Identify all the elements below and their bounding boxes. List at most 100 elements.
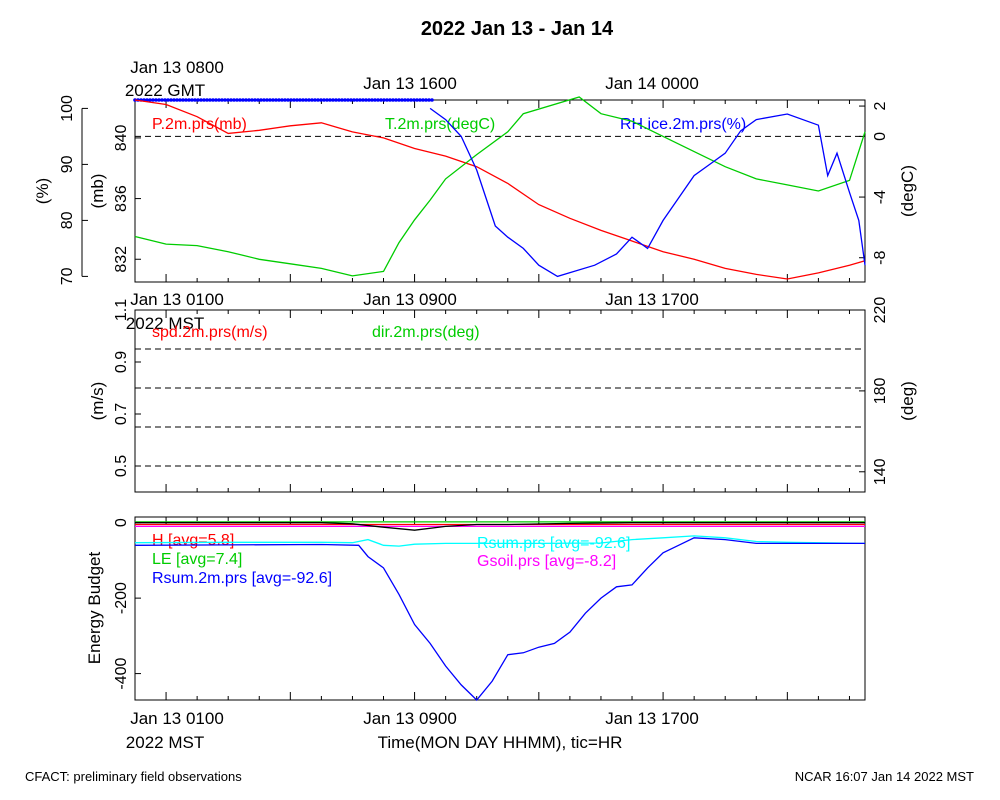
cloud-bar-dot [367, 98, 371, 102]
energy-tick-label: -200 [113, 582, 130, 614]
cloud-bar-dot [403, 98, 407, 102]
cloud-bar-dot [268, 98, 272, 102]
cloud-bar-dot [298, 98, 302, 102]
percent-tick-label: 100 [59, 95, 76, 122]
cloud-bar-dot [295, 98, 299, 102]
cloud-bar-dot [355, 98, 359, 102]
legend-temperature: T.2m.prs(degC) [385, 116, 495, 133]
cloud-bar-dot [412, 98, 416, 102]
top-panel-time-label-2: Jan 13 1700 [605, 290, 699, 309]
cloud-bar-dot [190, 98, 194, 102]
mb-tick-label: 836 [113, 185, 130, 212]
degc-tick-label: 2 [872, 102, 889, 111]
cloud-bar-dot [427, 98, 431, 102]
cloud-bar-dot [262, 98, 266, 102]
cloud-bar-dot [328, 98, 332, 102]
cloud-bar-dot [283, 98, 287, 102]
cloud-bar-dot [202, 98, 206, 102]
cloud-bar-dot [253, 98, 257, 102]
cloud-bar-dot [274, 98, 278, 102]
cloud-bar-dot [409, 98, 413, 102]
cloud-bar-dot [397, 98, 401, 102]
cloud-bar-dot [232, 98, 236, 102]
legend-wind-direction: dir.2m.prs(deg) [372, 324, 480, 341]
percent-tick-label: 90 [59, 155, 76, 173]
top-left-inner-axis-label: (mb) [88, 174, 107, 209]
energy-budget-ylabel: Energy Budget [85, 551, 104, 664]
cloud-bar-dot [313, 98, 317, 102]
cloud-bar-dot [349, 98, 353, 102]
cloud-bar-dot [373, 98, 377, 102]
cloud-bar-dot [205, 98, 209, 102]
legend-gsoil: Gsoil.prs [avg=-8.2] [477, 553, 616, 570]
top-panel-time-label-1: Jan 13 0900 [363, 290, 457, 309]
energy-line-rsum-2m-prs [134, 537, 865, 701]
direction-tick-label: 220 [872, 297, 889, 324]
cloud-bar-dot [247, 98, 251, 102]
cloud-bar-dot [172, 98, 176, 102]
middle-panel-frame [134, 309, 866, 493]
speed-tick-label: 0.7 [113, 403, 130, 425]
top-left-outer-axis-label: (%) [33, 178, 52, 204]
cloud-bar-dot [286, 98, 290, 102]
cloud-bar-dot [376, 98, 380, 102]
cloud-bar-dot [346, 98, 350, 102]
cloud-bar-dot [361, 98, 365, 102]
speed-tick-label: 0.9 [113, 351, 130, 373]
top-time-label-0: Jan 13 0800 [130, 58, 224, 77]
cloud-bar-dot [250, 98, 254, 102]
legend-pressure: P.2m.prs(mb) [152, 116, 247, 133]
chart-title: 2022 Jan 13 - Jan 14 [421, 18, 614, 40]
cloud-bar-dot [238, 98, 242, 102]
legend-wind-speed: spd.2m.prs(m/s) [152, 324, 268, 341]
cloud-bar-dot [169, 98, 173, 102]
cloud-bar-dot [214, 98, 218, 102]
cloud-bar-dot [208, 98, 212, 102]
cloud-bar-dot [244, 98, 248, 102]
cloud-bar-dot [256, 98, 260, 102]
cloud-bar-dot [160, 98, 164, 102]
speed-tick-label: 0.5 [113, 455, 130, 477]
x-axis-label: Time(MON DAY HHMM), tic=HR [378, 733, 623, 752]
cloud-bar-dot [388, 98, 392, 102]
cloud-bar-dot [391, 98, 395, 102]
cloud-bar-dot [277, 98, 281, 102]
bottom-time-label-1: Jan 13 0900 [363, 709, 457, 728]
cloud-bar-dot [196, 98, 200, 102]
percent-tick-label: 80 [59, 211, 76, 229]
top-time-label-2: Jan 14 0000 [605, 74, 699, 93]
cloud-bar-dot [187, 98, 191, 102]
cloud-bar-dot [322, 98, 326, 102]
speed-tick-label: 1.1 [113, 299, 130, 321]
top-right-axis-label: (degC) [898, 165, 917, 217]
cloud-bar-dot [151, 98, 155, 102]
top-panel-mst-label: 2022 MST [126, 314, 204, 333]
cloud-bar-dot [430, 98, 434, 102]
cloud-bar-dot [271, 98, 275, 102]
top-panel-time-label-0: Jan 13 0100 [130, 290, 224, 309]
cloud-bar-dot [148, 98, 152, 102]
cloud-bar-dot [370, 98, 374, 102]
energy-line-net [135, 522, 865, 531]
cloud-bar-dot [226, 98, 230, 102]
cloud-bar-dot [385, 98, 389, 102]
cloud-bar-dot [235, 98, 239, 102]
cloud-bar-dot [241, 98, 245, 102]
mb-tick-label: 832 [113, 246, 130, 273]
cloud-bar-dot [157, 98, 161, 102]
bottom-time-label-0: Jan 13 0100 [130, 709, 224, 728]
legend-rsum-2m: Rsum.2m.prs [avg=-92.6] [152, 570, 332, 587]
bottom-time-label-2: Jan 13 1700 [605, 709, 699, 728]
chart-marks: 70 80 90 100 832 836 840 -8 -4 0 2 0.5 0.7 0.9 1.1 140 1… [59, 95, 889, 701]
top-panel-frame [134, 99, 866, 283]
cloud-bar-dot [211, 98, 215, 102]
cloud-bar-dot [289, 98, 293, 102]
cloud-bar-dot [418, 98, 422, 102]
middle-right-axis-label: (deg) [898, 381, 917, 421]
cloud-bar-dot [400, 98, 404, 102]
cloud-bar-dot [307, 98, 311, 102]
cloud-bar-dot [340, 98, 344, 102]
cloud-bar-dot [259, 98, 263, 102]
cloud-bar-dot [421, 98, 425, 102]
